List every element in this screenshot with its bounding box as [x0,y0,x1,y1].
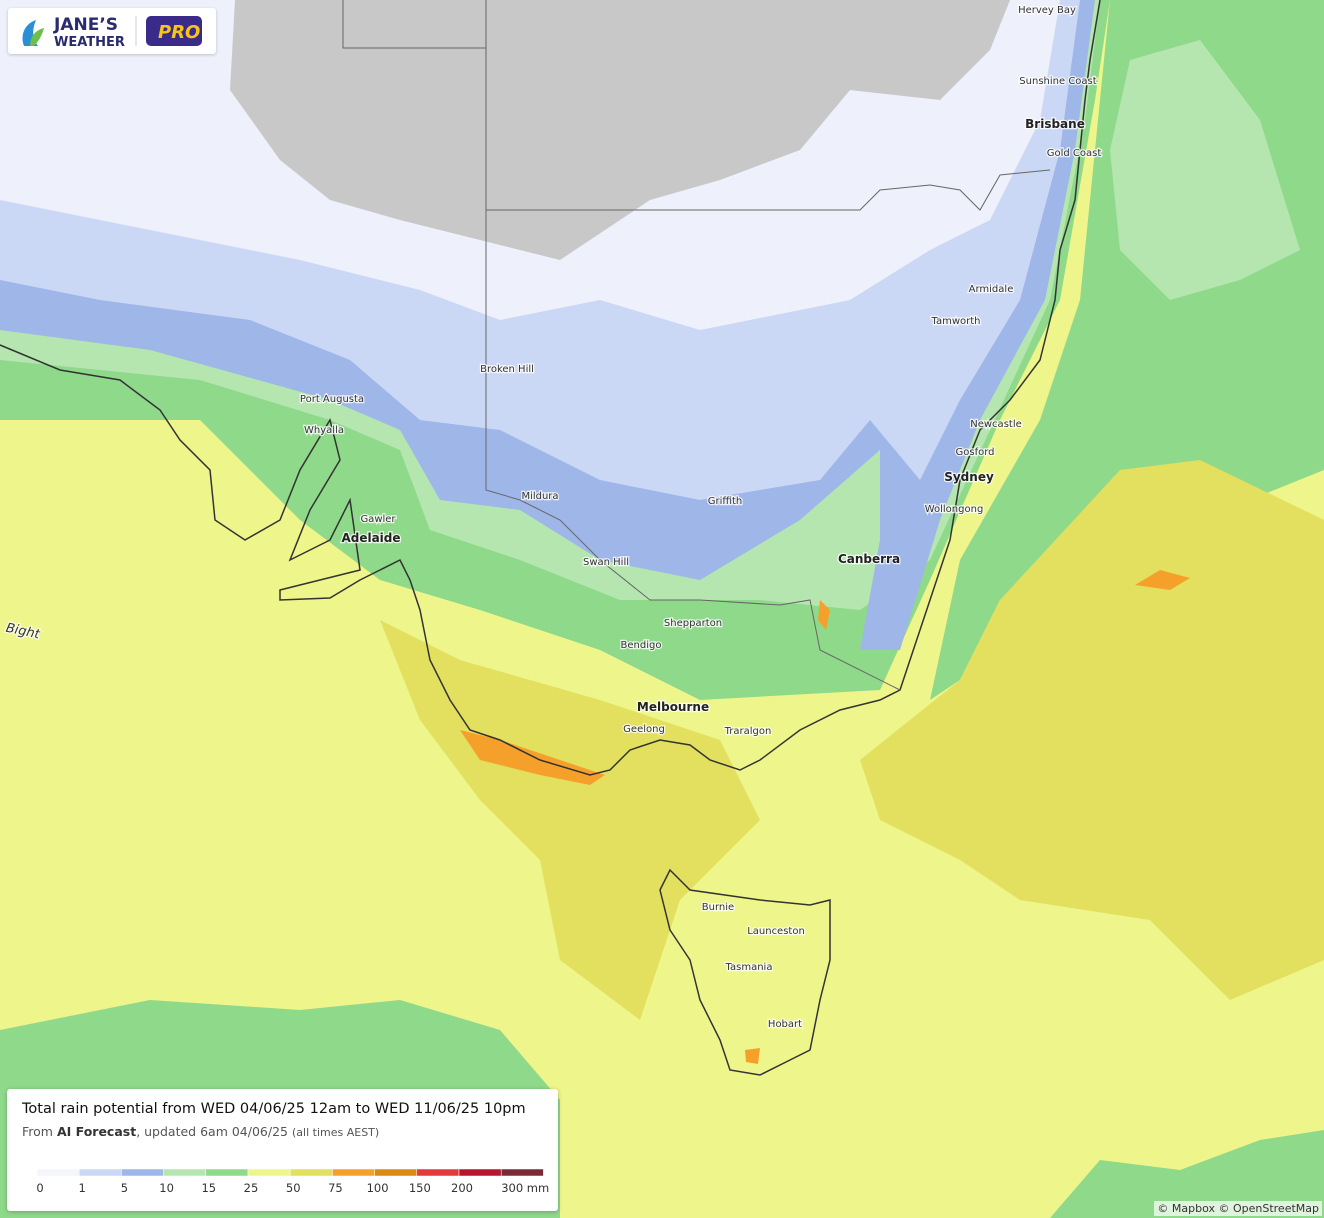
place-label: Gosford [956,447,995,458]
legend-swatch [374,1168,418,1177]
logo-badge: PRO [158,22,200,43]
place-label: Mildura [521,491,558,502]
legend-swatch [332,1168,375,1177]
legend-tick-label: 25 [244,1181,259,1195]
logo-line2: WEATHER [54,35,125,50]
place-label: Hervey Bay [1018,5,1076,16]
logo-line1: JANE’S [53,15,118,35]
place-label: Shepparton [664,618,722,629]
place-label: Launceston [747,926,805,937]
legend-tick-label: 50 [286,1181,301,1195]
logo[interactable]: JANE’S WEATHER PRO [8,8,216,54]
legend-swatch [458,1168,502,1177]
place-label: Traralgon [724,726,772,737]
source-prefix: From [22,1124,53,1139]
legend-swatch [500,1168,544,1177]
legend-swatch [289,1168,333,1177]
place-label: Gawler [360,514,396,525]
legend-swatch [205,1168,249,1177]
place-label: Griffith [708,496,743,507]
place-label: Gold Coast [1047,148,1102,159]
place-label: Burnie [702,902,734,913]
updated: , updated 6am 04/06/25 [136,1124,288,1139]
legend-swatch [247,1168,291,1177]
place-label: Tasmania [725,962,773,973]
legend-title: Total rain potential from WED 04/06/25 1… [22,1101,526,1117]
place-label: Bendigo [621,640,662,651]
legend-tick-label: 1 [79,1181,86,1195]
legend-tick-label: 75 [328,1181,343,1195]
place-label: Canberra [838,552,900,566]
timezone: (all times AEST) [292,1126,380,1139]
legend: Total rain potential from WED 04/06/25 1… [7,1089,558,1211]
place-label: Port Augusta [300,394,364,405]
place-label: Sunshine Coast [1019,76,1096,87]
place-label: Hobart [768,1019,802,1030]
place-label: Brisbane [1025,117,1085,131]
place-label: Tamworth [931,316,981,327]
place-label: Newcastle [970,419,1022,430]
legend-swatch [121,1168,164,1177]
legend-tick-label: 5 [121,1181,128,1195]
legend-swatch [36,1168,80,1177]
logo-graphic: JANE’S WEATHER PRO [22,15,202,50]
legend-source: From AI Forecast, updated 6am 04/06/25 (al… [22,1124,383,1139]
legend-swatch [416,1168,460,1177]
legend-tick-label: 10 [159,1181,174,1195]
legend-swatch [78,1168,122,1177]
legend-tick-label: 150 [409,1181,431,1195]
legend-tick-label: 0 [36,1181,43,1195]
place-label: Melbourne [637,700,709,714]
place-label: Wollongong [925,504,984,515]
place-label: Whyalla [304,425,344,436]
place-label: Armidale [969,284,1014,295]
place-label: Broken Hill [480,364,534,375]
source-name: AI Forecast [56,1124,137,1139]
legend-scale: 0 1 5 10 15 25 50 75 100 150 200 300 mm [36,1168,549,1195]
place-label: Sydney [944,470,994,484]
place-label: Geelong [623,724,665,735]
legend-tick-label: 100 [367,1181,389,1195]
legend-swatch [163,1168,207,1177]
legend-tick-label: 200 [451,1181,473,1195]
attribution: © Mapbox © OpenStreetMap [1154,1201,1322,1216]
place-label: Swan Hill [583,557,629,568]
place-label: Adelaide [341,531,400,545]
legend-tick-label: 300 mm [501,1181,549,1195]
legend-tick-label: 15 [201,1181,216,1195]
